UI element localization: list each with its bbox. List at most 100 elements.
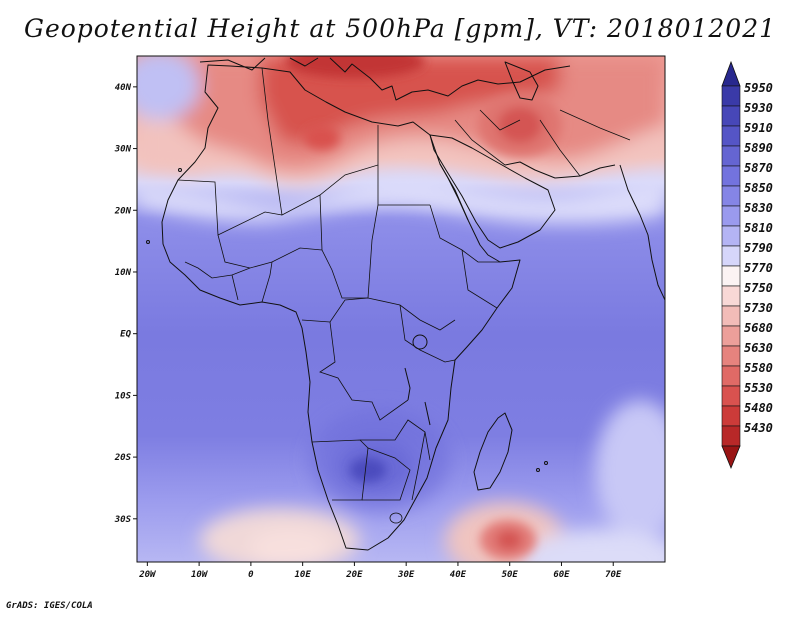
field-high-center — [350, 458, 386, 482]
lake-malawi — [424, 401, 431, 426]
lon-tick-label: 30E — [397, 570, 415, 580]
lat-tick-label: 20N — [114, 206, 132, 216]
border-east-africa — [399, 304, 456, 363]
colorbar-label: 5530 — [744, 381, 773, 395]
plot-title: Geopotential Height at 500hPa [gpm], VT:… — [23, 14, 777, 43]
coast-india — [619, 164, 665, 301]
colorbar-label: 5730 — [744, 301, 773, 315]
border-southern-africa — [360, 419, 431, 501]
coast-arabia — [429, 134, 556, 249]
colorbar-label: 5950 — [744, 81, 773, 95]
colorbar-swatch — [721, 125, 741, 147]
colorbar-swatch — [721, 425, 741, 447]
colorbar-label: 5680 — [744, 321, 773, 335]
colorbar: 5950 5930 5910 5890 5870 5850 5830 5810 5790 5770… — [721, 60, 773, 470]
lon-tick-label: 70E — [605, 570, 622, 580]
border-mozambique — [411, 431, 426, 501]
colorbar-swatch — [721, 285, 741, 307]
colorbar-swatch — [721, 145, 741, 167]
island-canary — [178, 168, 182, 172]
coast-iran — [504, 161, 616, 179]
lon-tick-label: 10W — [191, 570, 209, 580]
colorbar-swatch — [721, 185, 741, 207]
border-central-africa — [301, 297, 456, 331]
colorbar-label: 5750 — [744, 281, 773, 295]
border-congo — [319, 321, 409, 421]
field-low-algeria — [304, 126, 340, 150]
lat-tick-label: 30N — [114, 145, 132, 155]
colorbar-top-arrow — [721, 60, 741, 87]
field-transition-band — [137, 172, 665, 224]
lon-tick-label: 40E — [450, 570, 467, 580]
colorbar-label: 5480 — [744, 401, 773, 415]
lat-tick-label: 10N — [115, 268, 132, 278]
field-ridge-atlantic-core — [250, 530, 330, 562]
border-chad — [319, 194, 368, 299]
lon-tick-label: 20E — [345, 570, 363, 580]
coast-madagascar — [473, 412, 513, 491]
coast-caspian — [504, 61, 539, 101]
colorbar-swatch — [721, 105, 741, 127]
colorbar-label: 5850 — [744, 181, 773, 195]
field-high-ring — [310, 408, 450, 512]
island-cape-verde — [146, 240, 150, 244]
colorbar-label: 5430 — [744, 421, 773, 435]
lon-tick-label: 10E — [295, 570, 312, 580]
colorbar-label: 5930 — [744, 101, 773, 115]
lat-tick-label: EQ — [120, 330, 131, 340]
colorbar-label: 5830 — [744, 201, 773, 215]
lat-tick-label: 30S — [114, 515, 132, 525]
colorbar-label: 5790 — [744, 241, 773, 255]
lat-tick-label: 10S — [115, 391, 132, 401]
lon-tick-label: 20W — [138, 570, 157, 580]
colorbar-label: 5810 — [744, 221, 773, 235]
border-sudan — [367, 204, 379, 299]
colorbar-swatch — [721, 385, 741, 407]
island-mauritius — [544, 461, 548, 465]
colorbar-swatch — [721, 245, 741, 267]
country-borders — [177, 67, 631, 524]
colorbar-label: 5870 — [744, 161, 773, 175]
field-low-madagascar-center — [496, 530, 522, 550]
colorbar-label: 5910 — [744, 121, 773, 135]
colorbar-swatch — [721, 225, 741, 247]
coastlines — [146, 57, 665, 551]
colorbar-swatch — [721, 365, 741, 387]
colorbar-label: 5580 — [744, 361, 773, 375]
border-lesotho — [389, 512, 403, 524]
lon-tick-label: 60E — [553, 570, 570, 580]
colorbar-label: 5890 — [744, 141, 773, 155]
colorbar-swatch — [721, 265, 741, 287]
border-middle-east — [454, 109, 631, 177]
colorbar-swatch — [721, 325, 741, 347]
coast-africa — [161, 64, 521, 551]
colorbar-label: 5630 — [744, 341, 773, 355]
border-west-africa — [184, 261, 273, 303]
lon-tick-label: 0 — [248, 570, 254, 580]
field-light-east — [595, 400, 665, 540]
colorbar-swatch — [721, 85, 741, 107]
lake-victoria — [412, 334, 428, 350]
lake-tanganyika — [404, 367, 411, 401]
lat-tick-label: 20S — [114, 453, 132, 463]
lon-tick-label: 50E — [502, 570, 519, 580]
field-light-east-south — [520, 530, 665, 562]
colorbar-swatch — [721, 165, 741, 187]
field-low-med-core — [285, 56, 425, 78]
island-reunion — [536, 468, 540, 472]
colorbar-label: 5770 — [744, 261, 773, 275]
field-low-iran-core — [498, 107, 542, 143]
plot-frame — [136, 55, 666, 563]
coast-red-sea — [439, 163, 469, 221]
lat-tick-label: 40N — [115, 83, 132, 93]
colorbar-bottom-arrow — [721, 445, 741, 470]
height-field — [137, 56, 665, 562]
field-low-band-core — [260, 56, 560, 145]
colorbar-swatch — [721, 305, 741, 327]
colorbar-swatch — [721, 345, 741, 367]
border-sahel — [217, 234, 323, 269]
colorbar-swatch — [721, 405, 741, 427]
colorbar-swatch — [721, 205, 741, 227]
field-light-west — [137, 56, 200, 120]
